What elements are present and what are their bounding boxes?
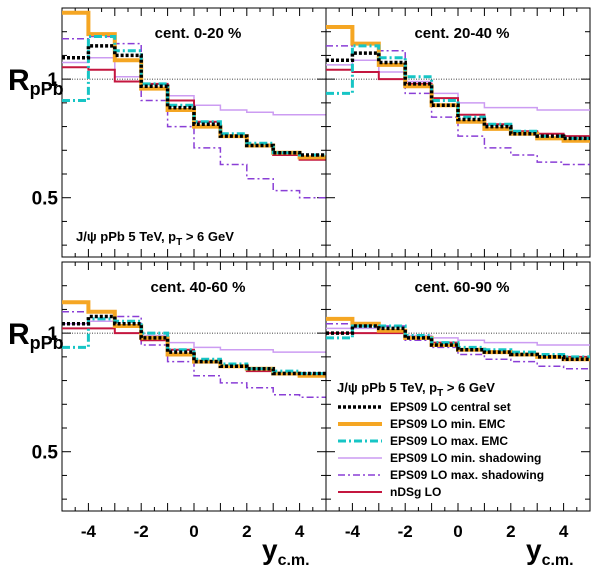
series-central-line	[62, 314, 326, 376]
x-tick-label: -2	[134, 522, 149, 541]
series-minshad-line	[326, 59, 590, 111]
y-axis-title: RpPb	[8, 64, 64, 99]
x-tick-label: 2	[506, 522, 515, 541]
info-text-sub: T	[176, 237, 182, 248]
info-text-main: J/ψ pPb 5 TeV, p	[76, 229, 176, 244]
y-axis-title-sub: pPb	[30, 79, 64, 99]
legend-label-minemc: EPS09 LO min. EMC	[390, 417, 506, 431]
panel-title: cent. 0-20 %	[155, 25, 242, 42]
panel-2: cent. 20-40 %	[325, 7, 591, 258]
y-tick-label: 1	[47, 324, 58, 345]
panel-frame	[61, 261, 327, 512]
x-tick-label: -2	[398, 522, 413, 541]
series-central-line	[326, 324, 590, 361]
x-tick-label: -4	[81, 522, 97, 541]
legend-label-central: EPS09 LO central set	[390, 400, 511, 414]
series-minemc-line	[326, 25, 590, 143]
legend-label-minshad: EPS09 LO min. shadowing	[390, 451, 541, 465]
legend-label-maxemc: EPS09 LO max. EMC	[390, 434, 508, 448]
legend-label-ndsg: nDSg LO	[390, 485, 441, 499]
x-axis-title-main: y	[526, 534, 542, 565]
x-tick-label: 2	[242, 522, 251, 541]
y-axis-title-main: R	[8, 318, 30, 351]
series-central-line	[326, 51, 590, 141]
series-group	[62, 300, 326, 398]
info-text-main: J/ψ pPb 5 TeV, p	[337, 380, 437, 395]
series-group	[326, 25, 590, 166]
legend-label-maxshad: EPS09 LO max. shadowing	[390, 468, 544, 482]
legend: EPS09 LO central set EPS09 LO min. EMC EPS…	[338, 400, 544, 499]
x-tick-label: 0	[453, 522, 462, 541]
x-tick-label: 0	[189, 522, 198, 541]
info-text-tail: > 6 GeV	[182, 229, 234, 244]
x-tick-label: 4	[559, 522, 569, 541]
x-axis-title-sub: c.m.	[278, 552, 310, 569]
series-minshad-line	[62, 320, 326, 353]
info-text-panel-4: J/ψ pPb 5 TeV, pT > 6 GeV	[337, 380, 495, 399]
series-maxshad-line	[62, 311, 326, 398]
panel-title: cent. 20-40 %	[414, 25, 509, 42]
x-axis-title-sub: c.m.	[542, 552, 574, 569]
panel-title: cent. 60-90 %	[414, 279, 509, 296]
series-group	[326, 316, 590, 370]
info-text-panel-1: J/ψ pPb 5 TeV, pT > 6 GeV	[76, 229, 234, 248]
y-tick-label: 0.5	[32, 443, 59, 464]
y-tick-label: 0.5	[32, 189, 59, 210]
y-axis-title-sub: pPb	[30, 333, 64, 353]
info-text-sub: T	[437, 388, 443, 399]
x-tick-label: -4	[345, 522, 361, 541]
panel-3: cent. 40-60 % -4 -2 0 2 4 1 0.5 RpPb yc.m.	[8, 261, 327, 569]
y-axis-title-main: R	[8, 64, 30, 97]
x-axis-title: yc.m.	[526, 534, 574, 569]
y-axis-title: RpPb	[8, 318, 64, 353]
panel-4: cent. 60-90 % -4 -2 0 2 4yc.m.	[325, 261, 591, 569]
x-axis-title: yc.m.	[262, 534, 310, 569]
y-tick-label: 1	[47, 70, 58, 91]
x-tick-label: 4	[295, 522, 305, 541]
x-axis-title-main: y	[262, 534, 278, 565]
info-text-tail: > 6 GeV	[443, 380, 495, 395]
panel-title: cent. 40-60 %	[150, 279, 245, 296]
panel-1: cent. 0-20 % 1 0.5 RpPb	[8, 7, 327, 258]
series-central-line	[62, 44, 326, 157]
series-group	[62, 10, 326, 199]
